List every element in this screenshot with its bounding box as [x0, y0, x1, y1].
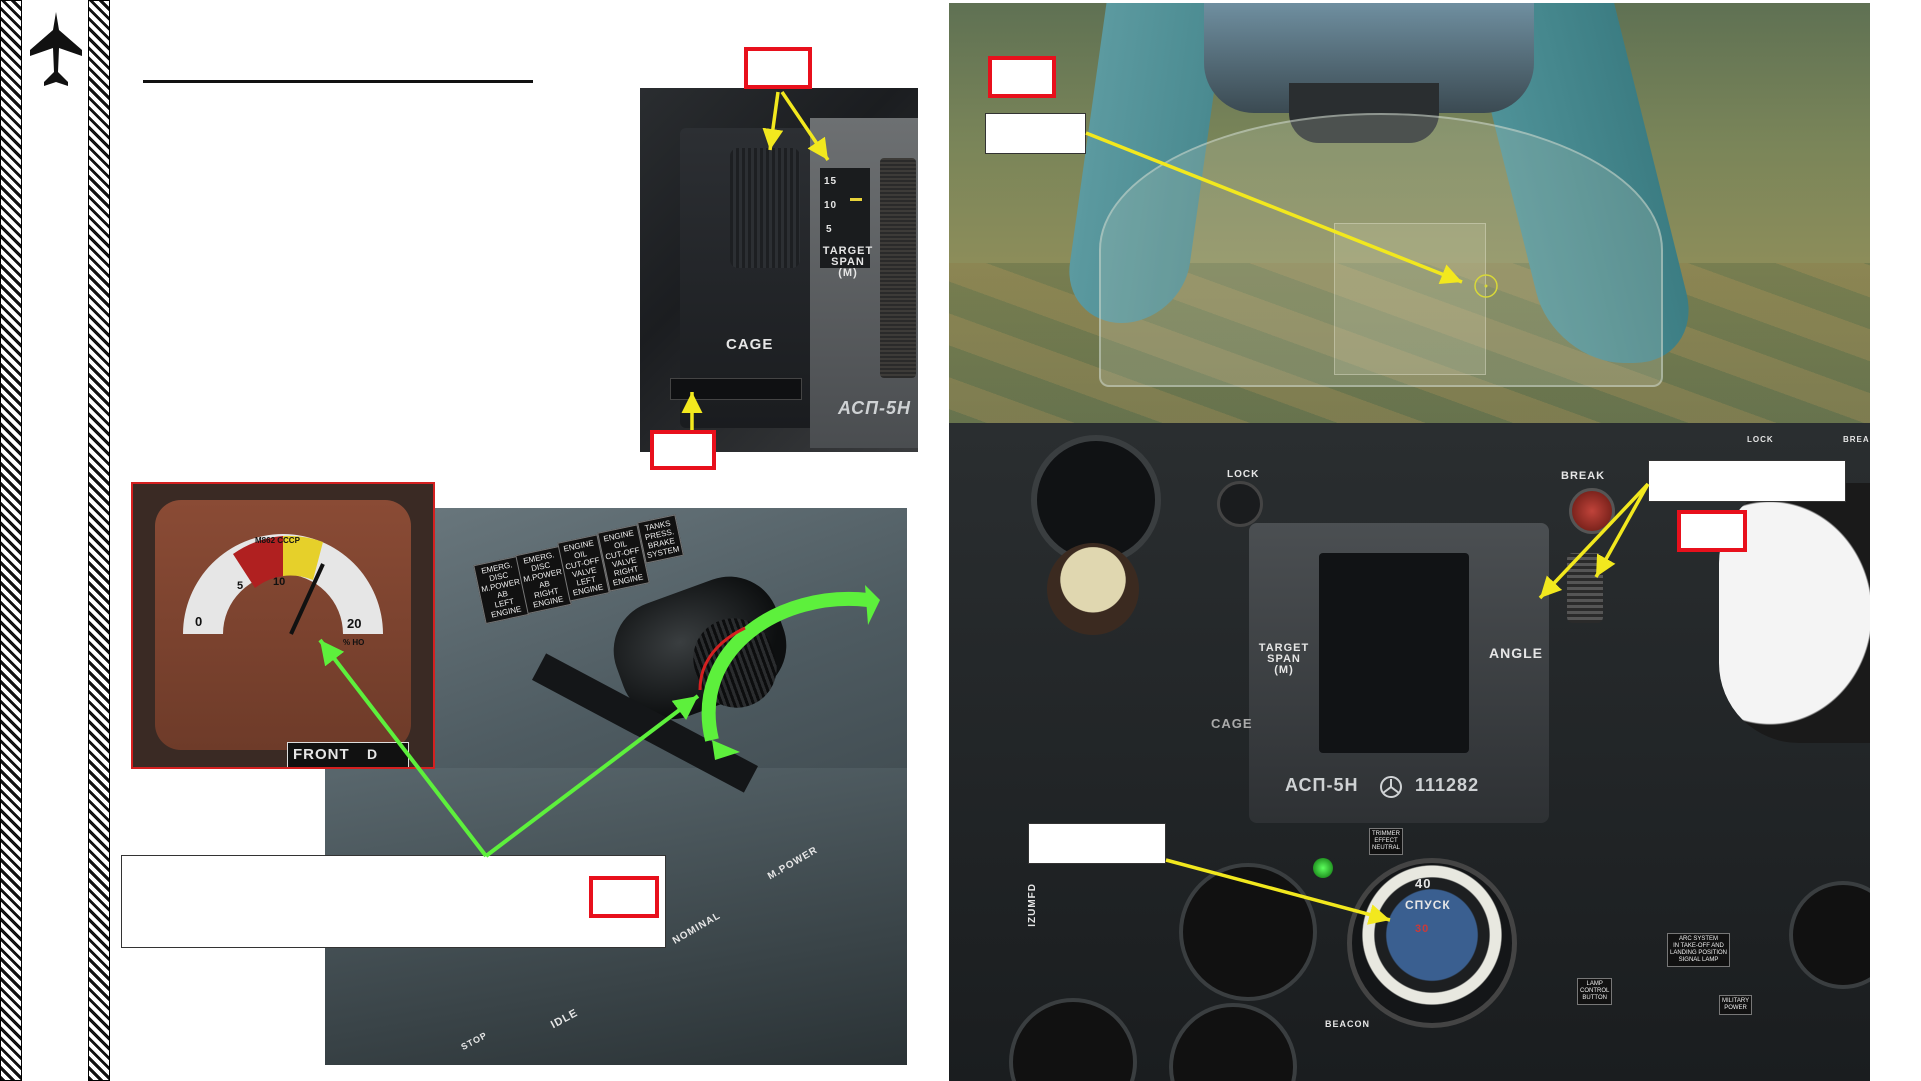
serial-label: 111282: [1415, 775, 1480, 795]
trimmer-plate: TRIMMER EFFECT NEUTRAL: [1369, 828, 1404, 855]
sight-grip: [880, 158, 916, 378]
front-suffix: D: [367, 746, 379, 762]
engine-gauge-inset: М862 СССР 0 5 10 20 % НО FRONT D: [131, 482, 435, 769]
adi-top: 40: [1415, 876, 1432, 891]
adi-word: СПУСК: [1405, 898, 1451, 912]
engine-caption-box: [121, 855, 666, 948]
title-underline: [143, 80, 533, 83]
arc-plate: ARC SYSTEM IN TAKE-OFF AND LANDING POSIT…: [1667, 933, 1731, 967]
arrow-sight-knob: [762, 91, 784, 151]
callout-box-cage: [650, 430, 716, 470]
jet-aircraft-icon: [30, 12, 82, 86]
rpm-gauge: [1789, 881, 1870, 989]
arrow-reticle: [1085, 131, 1463, 285]
mikoyan-logo-icon: [1380, 776, 1402, 798]
temp-gauge: [1047, 543, 1139, 635]
green-lamp: [1313, 858, 1333, 878]
target-span-label: TARGET SPAN (M): [822, 245, 874, 279]
scale-marker: [850, 198, 862, 201]
arrow-throttle: [484, 694, 700, 858]
rotation-arrow-red: [698, 626, 746, 691]
callout-box-reticle: [988, 56, 1056, 98]
callout-label-angle: [1648, 460, 1846, 502]
gauge-scale-20: 20: [347, 616, 362, 631]
sight-screen: [1319, 553, 1469, 753]
arrow-adi: [1165, 858, 1391, 925]
arrow-angle-scale: [1538, 482, 1650, 600]
front-label: FRONT: [293, 746, 350, 763]
arrow-angle-knob: [1594, 483, 1650, 578]
scale-5: 5: [826, 224, 833, 235]
rotation-arrow: [701, 591, 869, 742]
target-span-label-cockpit: TARGET SPAN (M): [1258, 642, 1310, 676]
asp-label-cockpit: АСП-5Н: [1285, 775, 1359, 795]
gauge-scale-10: 10: [273, 576, 286, 588]
callout-box-angle: [1677, 510, 1747, 552]
gauge-unit: % НО: [343, 638, 365, 647]
lock-button: [1217, 481, 1263, 527]
military-plate: MILITARY POWER: [1719, 995, 1753, 1015]
rotation-arrow-down: [712, 740, 740, 760]
lock-top: LOCK: [1747, 435, 1774, 444]
sight-scale: [820, 168, 870, 268]
callout-label-adi: [1028, 823, 1166, 864]
break-label: BREAK: [1561, 470, 1606, 482]
gauge-face: [183, 534, 383, 635]
lock-label: LOCK: [1227, 469, 1260, 480]
arrow-gauge: [318, 638, 488, 858]
scale-15: 15: [824, 176, 838, 187]
rotation-arrow-head: [865, 585, 880, 625]
pipper-reticle: [1474, 274, 1498, 298]
break-top: BREAK: [1843, 435, 1870, 444]
angle-label: ANGLE: [1489, 645, 1543, 661]
callout-box-engine: [589, 876, 659, 918]
cage-lever: [670, 378, 802, 400]
arrow-target-span: [780, 91, 830, 161]
hud-combiner: [1334, 223, 1486, 375]
adi-gauge: [1347, 858, 1517, 1028]
compass-gauge: [1179, 863, 1317, 1001]
scale-10: 10: [824, 200, 838, 211]
adi-mid: 30: [1415, 923, 1430, 935]
sight-knob: [730, 148, 800, 268]
callout-label-reticle: [985, 113, 1086, 154]
callout-box-sight-top: [744, 47, 812, 89]
lamp-plate: LAMP CONTROL BUTTON: [1577, 978, 1613, 1005]
gauge-brand: М862 СССР: [255, 536, 300, 545]
beacon-label: BEACON: [1325, 1019, 1371, 1029]
cage-label: CAGE: [726, 336, 774, 353]
asp-label: АСП-5Н: [838, 398, 912, 418]
gunsight-control-photo: 15 10 5 TARGET SPAN (M) CAGE АСП-5Н: [640, 88, 918, 452]
cage-label-cockpit: CAGE: [1211, 716, 1253, 731]
gauge-scale-5: 5: [237, 580, 244, 592]
gauge-scale-0: 0: [195, 614, 203, 629]
